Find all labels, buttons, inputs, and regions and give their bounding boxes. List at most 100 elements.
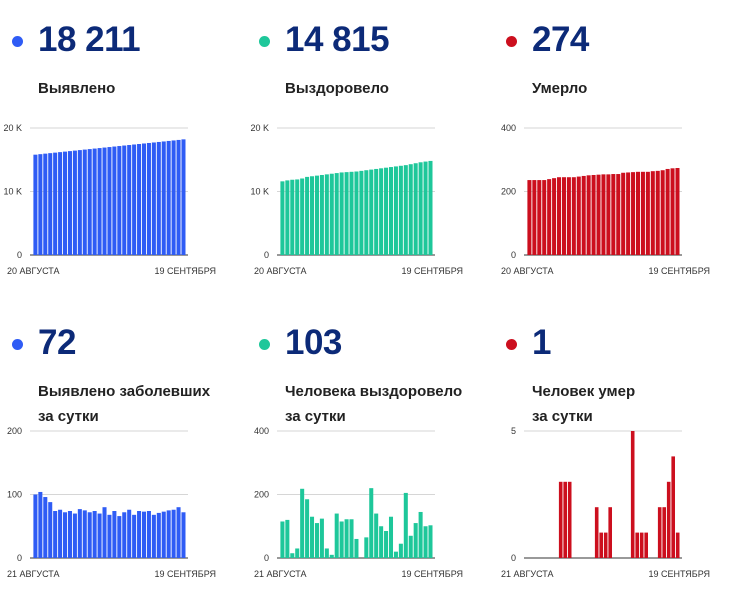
bar xyxy=(314,523,319,558)
bar xyxy=(408,535,413,558)
bar xyxy=(671,456,675,558)
bar xyxy=(290,553,295,558)
bar xyxy=(63,512,68,558)
bar xyxy=(171,509,176,558)
stat-label-line-1: Выявлено заболевших xyxy=(38,383,211,400)
bar xyxy=(354,538,359,558)
bar xyxy=(408,164,413,255)
bar xyxy=(77,509,82,558)
bar xyxy=(369,169,374,255)
bar xyxy=(384,167,389,255)
stat-label: Человека выздоровело за сутки xyxy=(285,379,462,429)
x-start-label: 20 АВГУСТА xyxy=(254,266,307,276)
bar xyxy=(161,141,166,255)
bar xyxy=(97,513,102,558)
bar xyxy=(660,170,665,255)
x-end-label: 19 СЕНТЯБРЯ xyxy=(401,266,463,276)
bar xyxy=(566,177,571,255)
bar xyxy=(558,481,563,558)
bar xyxy=(586,175,591,255)
panel-detected-total: 18 211 Выявлено 0 10 K 20 K 20 АВГУСТА 19 СЕ… xyxy=(0,0,230,290)
bar xyxy=(43,153,48,255)
bar xyxy=(635,171,641,255)
bar xyxy=(364,170,369,255)
stat-value: 14 815 xyxy=(285,20,390,59)
stat-label-line-1: Человек умер xyxy=(532,383,636,400)
bar xyxy=(611,174,616,255)
bar xyxy=(146,511,151,558)
bar xyxy=(290,179,295,255)
panel-deaths-total: 274 Умерло 0 200 400 20 АВГУСТА 19 СЕНТЯБРЯ xyxy=(494,0,724,290)
y-tick-label: 20 K xyxy=(250,123,269,133)
y-tick-label: 0 xyxy=(264,553,269,563)
panel-detected-daily: 72 Выявлено заболевших за сутки 0 100 200 2… xyxy=(0,303,230,593)
chart-detected-daily: 0 100 200 21 АВГУСТА 19 СЕНТЯБРЯ xyxy=(7,426,216,579)
bar xyxy=(67,151,72,255)
y-tick-label: 400 xyxy=(254,426,269,436)
bar xyxy=(532,180,537,255)
bar xyxy=(608,507,612,558)
bar xyxy=(305,499,310,558)
bar xyxy=(82,149,87,255)
bar xyxy=(334,173,339,255)
x-start-label: 21 АВГУСТА xyxy=(501,569,554,579)
bar xyxy=(319,518,324,558)
bar xyxy=(567,481,572,558)
bar xyxy=(181,512,186,558)
bar xyxy=(374,168,379,255)
bar xyxy=(423,161,428,255)
stat-label-line-1: Умерло xyxy=(532,80,588,97)
bar xyxy=(112,146,117,255)
bar xyxy=(285,519,290,558)
bar xyxy=(132,514,137,558)
y-tick-label: 0 xyxy=(264,250,269,260)
bar xyxy=(48,153,53,255)
bar xyxy=(339,172,344,255)
bar xyxy=(122,145,127,255)
bar xyxy=(280,181,285,255)
series-dot xyxy=(506,339,517,350)
bar xyxy=(166,140,171,255)
stat-label-line-1: Выздоровело xyxy=(285,80,389,97)
bar xyxy=(53,152,58,255)
bar xyxy=(314,175,319,255)
bar xyxy=(527,180,532,255)
bar xyxy=(295,179,300,255)
bar xyxy=(107,514,112,558)
bar xyxy=(666,481,671,558)
bar xyxy=(43,497,48,558)
bar xyxy=(393,166,398,255)
bar xyxy=(349,519,354,558)
bar xyxy=(280,521,285,558)
bar xyxy=(675,532,680,558)
bar xyxy=(413,163,418,255)
bar xyxy=(398,165,403,255)
bar xyxy=(665,168,670,255)
y-tick-label: 0 xyxy=(511,553,516,563)
bar xyxy=(156,512,161,558)
series-dot xyxy=(506,36,517,47)
stat-label-line-2: за сутки xyxy=(285,408,346,425)
stat-label-line-1: Выявлено xyxy=(38,80,116,97)
chart-recovered-daily: 0 200 400 21 АВГУСТА 19 СЕНТЯБРЯ xyxy=(254,426,463,579)
y-tick-label: 10 K xyxy=(250,187,269,197)
bar xyxy=(33,154,38,255)
bar xyxy=(310,516,315,558)
bar xyxy=(557,177,562,255)
y-tick-label: 5 xyxy=(511,426,516,436)
bar xyxy=(552,178,557,255)
series-dot xyxy=(12,339,23,350)
bar xyxy=(107,147,112,255)
y-tick-label: 200 xyxy=(7,426,22,436)
bar xyxy=(379,168,384,255)
stat-label: Умерло xyxy=(532,76,587,101)
bar xyxy=(102,147,107,255)
bar xyxy=(334,513,339,558)
stat-label: Выздоровело xyxy=(285,76,389,101)
stat-value: 1 xyxy=(532,323,551,362)
panel-recovered-daily: 103 Человека выздоровело за сутки 0 200 40… xyxy=(247,303,477,593)
x-end-label: 19 СЕНТЯБРЯ xyxy=(401,569,463,579)
bar xyxy=(77,150,82,255)
stat-label: Человек умер за сутки xyxy=(532,379,635,429)
bar xyxy=(122,512,127,558)
